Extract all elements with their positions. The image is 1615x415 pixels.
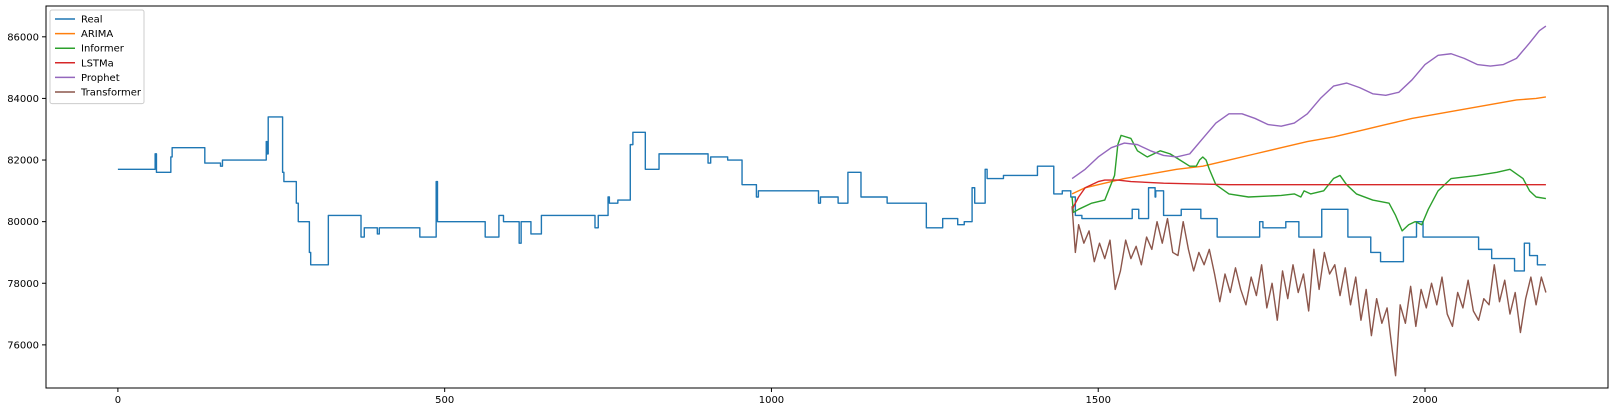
x-tick-label: 500 [435, 395, 454, 406]
series-line-lstma [1071, 179, 1546, 210]
legend-label-informer: Informer [81, 44, 125, 55]
x-tick-label: 1500 [1085, 395, 1110, 406]
y-tick-label: 76000 [7, 340, 39, 351]
series-line-transformer [1071, 206, 1547, 377]
legend: Real ARIMA Informer LSTMa Prophet Transformer [49, 9, 145, 105]
x-tick-label: 2000 [1412, 395, 1437, 406]
series-line-arima [1071, 96, 1547, 195]
y-tick-label: 80000 [7, 217, 39, 228]
ticks-layer: 0 500 1000 1500 2000 76000 78000 80000 82000 8400… [7, 32, 1438, 406]
y-tick-label: 78000 [7, 279, 39, 290]
legend-label-prophet: Prophet [81, 73, 120, 84]
x-tick-label: 1000 [759, 395, 784, 406]
series-line-informer [1071, 134, 1547, 232]
legend-label-transformer: Transformer [80, 88, 142, 99]
y-tick-label: 84000 [7, 94, 39, 105]
y-tick-label: 82000 [7, 156, 39, 167]
legend-label-arima: ARIMA [81, 29, 113, 40]
series-line-prophet [1071, 25, 1547, 180]
legend-label-lstma: LSTMa [81, 58, 114, 69]
y-tick-label: 86000 [7, 32, 39, 43]
series-layer [117, 25, 1547, 377]
legend-label-real: Real [81, 15, 103, 26]
x-tick-label: 0 [115, 395, 121, 406]
series-line-real [117, 116, 1546, 272]
